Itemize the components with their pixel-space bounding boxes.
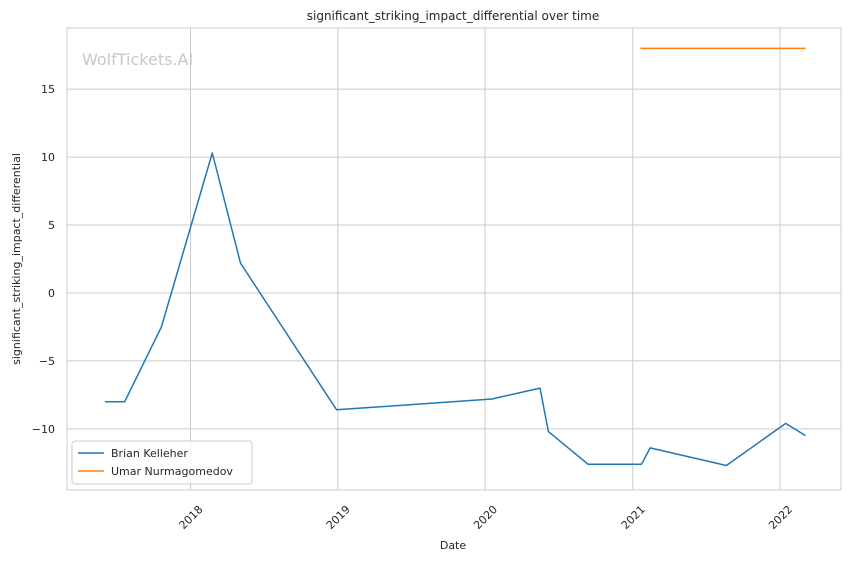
y-axis-title: significant_striking_impact_differential <box>10 153 23 365</box>
series-layer <box>104 47 806 467</box>
x-tick-label: 2020 <box>471 503 500 532</box>
x-tick-label: 2018 <box>177 503 206 532</box>
legend: Brian Kelleher Umar Nurmagomedov <box>71 440 253 485</box>
y-tick-label: −5 <box>39 355 55 368</box>
y-tick-label: 10 <box>41 151 55 164</box>
y-tick-label: 5 <box>48 219 55 232</box>
legend-label-brian-kelleher: Brian Kelleher <box>111 447 188 460</box>
watermark: WolfTickets.AI <box>82 50 193 69</box>
y-tick-label: 0 <box>48 287 55 300</box>
legend-label-umar-nurmagomedov: Umar Nurmagomedov <box>111 465 233 478</box>
y-tick-label: 15 <box>41 83 55 96</box>
chart-title: significant_striking_impact_differential… <box>307 9 599 23</box>
legend-box <box>71 440 253 485</box>
x-tick-label: 2022 <box>766 503 795 532</box>
y-axis-ticks: −10 −5 0 5 10 15 <box>32 83 55 436</box>
y-tick-label: −10 <box>32 423 55 436</box>
x-tick-label: 2019 <box>324 503 353 532</box>
x-axis-ticks: 2018 2019 2020 2021 2022 <box>177 503 796 532</box>
grid <box>67 28 841 490</box>
series-line-brian-kelleher <box>104 152 806 467</box>
x-axis-title: Date <box>440 539 467 552</box>
plot-frame <box>66 27 842 491</box>
x-tick-label: 2021 <box>619 503 648 532</box>
